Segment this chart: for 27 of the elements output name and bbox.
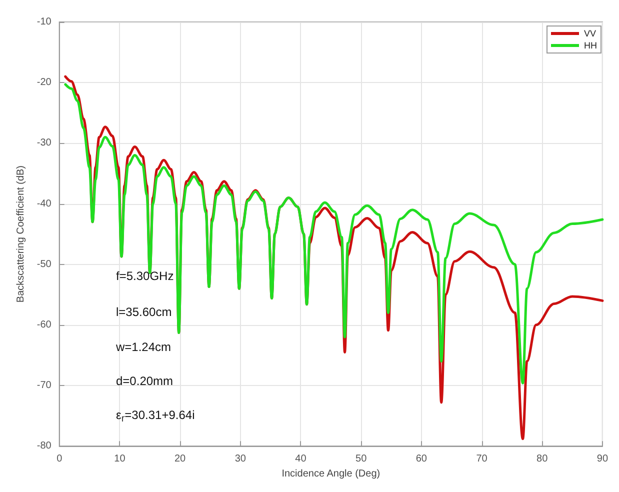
y-tick-label: -10 xyxy=(36,16,52,28)
annotation: d=0.20mm xyxy=(116,374,174,388)
y-tick-label: -60 xyxy=(36,319,52,330)
y-tick-label: -80 xyxy=(36,440,52,452)
x-tick-label: 80 xyxy=(536,454,548,465)
y-tick-label: -70 xyxy=(36,380,52,392)
x-tick-label: 70 xyxy=(476,454,488,465)
x-tick-label: 90 xyxy=(596,454,608,465)
x-tick-label: 20 xyxy=(174,454,186,465)
annotation: l=35.60cm xyxy=(116,305,172,319)
x-tick-label: 40 xyxy=(295,454,307,465)
x-tick-label: 60 xyxy=(416,454,428,465)
annotation: w=1.24cm xyxy=(115,340,172,354)
x-axis-title: Incidence Angle (Deg) xyxy=(282,468,380,480)
y-axis-title: Backscattering Coefficient (dB) xyxy=(16,165,26,303)
x-tick-label: 0 xyxy=(56,454,63,465)
annotation: f=5.30GHz xyxy=(116,269,174,283)
y-tick-label: -40 xyxy=(36,198,52,210)
legend-label: VV xyxy=(584,28,596,38)
y-tick-label: -20 xyxy=(36,77,52,88)
x-tick-label: 30 xyxy=(234,454,246,465)
line-series xyxy=(64,83,604,384)
x-tick-label: 10 xyxy=(114,454,126,465)
y-tick-label: -50 xyxy=(36,258,52,270)
legend-label: HH xyxy=(584,40,597,50)
x-tick-label: 50 xyxy=(356,454,368,465)
y-tick-label: -30 xyxy=(36,138,52,149)
